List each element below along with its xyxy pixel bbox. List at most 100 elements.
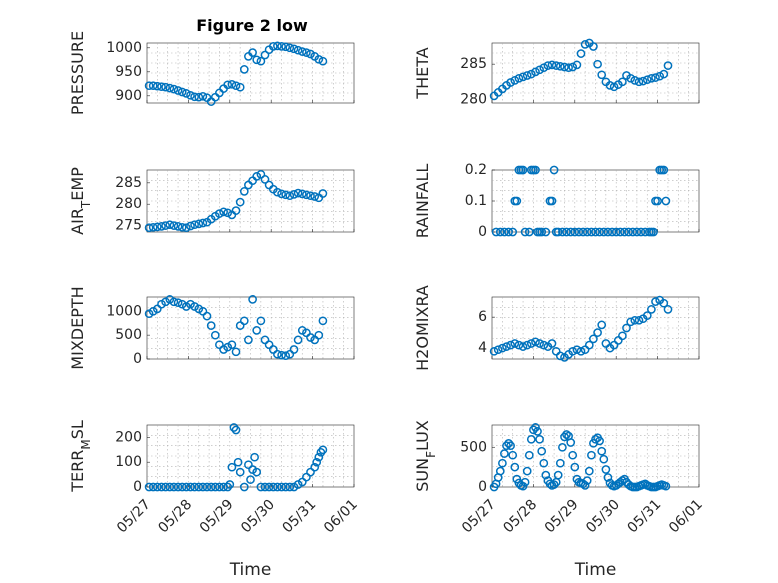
data-point	[239, 187, 249, 196]
data-point	[277, 189, 286, 199]
data-point	[624, 227, 633, 237]
data-point	[223, 208, 233, 218]
data-point	[239, 316, 249, 326]
data-point	[223, 342, 233, 352]
data-point	[541, 227, 551, 237]
data-point	[547, 60, 557, 70]
data-point	[526, 69, 536, 79]
data-point	[640, 227, 650, 237]
data-point	[502, 441, 511, 451]
data-point	[202, 311, 212, 321]
data-point	[210, 330, 220, 340]
data-series	[144, 295, 328, 361]
data-series	[489, 295, 673, 362]
data-point	[591, 434, 600, 444]
y-tick-label: 0	[478, 224, 487, 240]
data-point	[181, 223, 191, 233]
y-tick-label: 4	[478, 340, 487, 356]
y-axis-label: PRESSURE	[68, 31, 87, 115]
y-tick-label: 950	[115, 64, 142, 80]
data-point	[157, 82, 166, 92]
data-point	[510, 76, 520, 85]
data-point	[310, 192, 320, 201]
y-tick-label: 6	[478, 309, 487, 325]
data-point	[551, 61, 561, 70]
data-point	[495, 466, 505, 476]
y-tick-label: 0.1	[465, 193, 487, 209]
data-point	[584, 340, 594, 350]
data-point	[636, 227, 646, 237]
x-axis-label: Time	[229, 560, 272, 580]
data-point	[605, 81, 615, 90]
data-point	[314, 54, 324, 64]
data-point	[659, 69, 669, 79]
data-point	[502, 342, 511, 351]
data-point	[318, 445, 328, 455]
y-tick-label: 1000	[106, 303, 142, 319]
data-point	[239, 65, 249, 74]
y-tick-label: 900	[115, 88, 142, 104]
data-point	[227, 340, 237, 350]
y-tick-label: 200	[115, 429, 142, 445]
data-point	[533, 427, 542, 436]
data-point	[663, 61, 673, 70]
y-tick-label: 500	[115, 327, 142, 343]
data-point	[526, 434, 536, 444]
x-tick-label: 05/27	[459, 497, 499, 537]
data-point	[250, 452, 259, 462]
data-point	[599, 454, 609, 464]
x-tick-label: 05/31	[625, 497, 665, 537]
data-point	[235, 467, 245, 477]
data-point	[582, 476, 592, 485]
x-tick-label: 05/27	[114, 497, 154, 537]
data-point	[256, 169, 266, 179]
data-point	[190, 220, 199, 230]
data-point	[297, 47, 307, 56]
data-point	[512, 196, 522, 206]
data-point	[165, 220, 175, 230]
data-point	[206, 321, 216, 330]
data-point	[495, 227, 505, 237]
data-point	[514, 73, 524, 83]
y-tick-label: 0	[478, 479, 487, 495]
data-point	[568, 450, 578, 460]
data-point	[647, 73, 656, 83]
data-point	[306, 467, 315, 477]
data-point	[144, 223, 154, 233]
data-point	[244, 335, 253, 345]
data-point	[597, 320, 607, 330]
data-point	[566, 227, 576, 237]
data-point	[591, 227, 600, 237]
data-point	[595, 227, 604, 237]
y-tick-label: 280	[115, 196, 142, 212]
data-point	[570, 462, 580, 472]
data-point	[622, 323, 631, 333]
data-point	[293, 45, 303, 55]
data-point	[566, 438, 576, 447]
data-point	[504, 227, 513, 237]
data-point	[659, 298, 669, 308]
data-point	[593, 328, 602, 337]
data-point	[190, 92, 199, 102]
data-point	[169, 482, 179, 492]
data-point	[252, 172, 262, 181]
panel-rainfall: 0 0.1 0.2 RAINFALL	[413, 162, 700, 240]
data-point	[235, 82, 245, 92]
data-point	[500, 449, 509, 458]
data-point	[165, 482, 175, 492]
data-point	[177, 87, 187, 97]
data-point	[543, 61, 553, 70]
data-point	[210, 482, 220, 492]
data-point	[314, 452, 324, 462]
data-point	[595, 436, 604, 446]
data-point	[223, 482, 233, 492]
data-point	[194, 482, 204, 492]
data-point	[508, 450, 518, 460]
data-point	[489, 346, 499, 356]
data-point	[281, 482, 291, 492]
data-point	[165, 83, 175, 93]
data-point	[285, 191, 295, 201]
data-point	[148, 81, 158, 91]
data-point	[589, 334, 598, 344]
data-point	[289, 345, 299, 354]
